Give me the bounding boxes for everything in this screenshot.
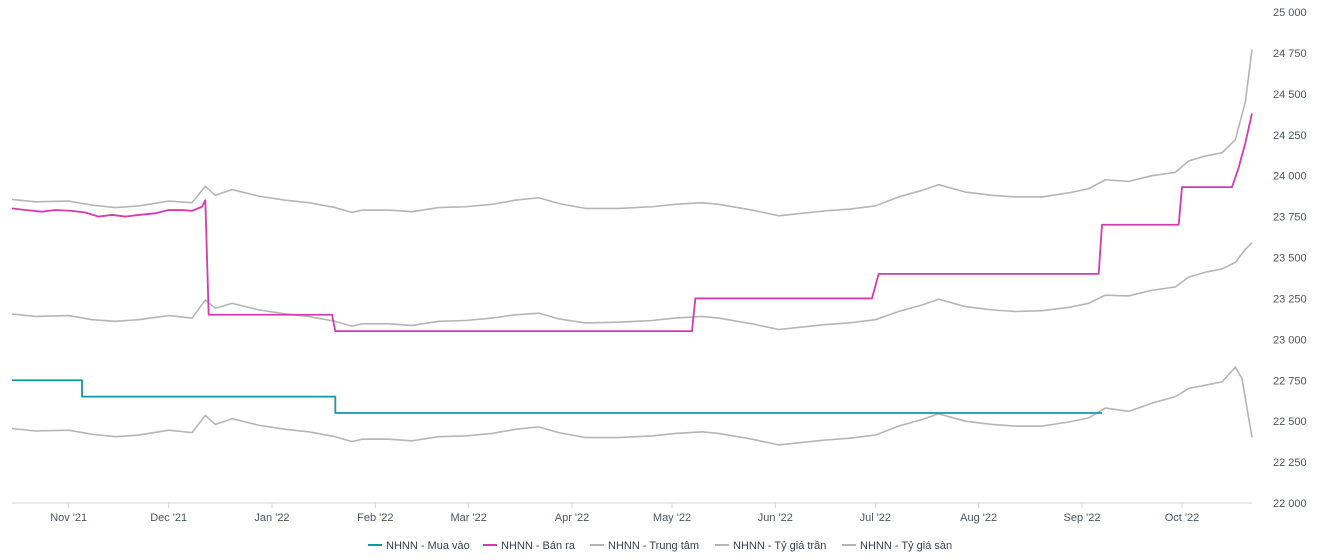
legend-label: NHNN - Mua vào [386,540,470,552]
series-line-2 [11,113,1253,333]
legend-item[interactable]: NHNN - Bán ra [483,540,576,552]
legend: NHNN - Mua vào NHNN - Bán ra NHNN - Trung … [368,540,952,552]
legend-item[interactable]: NHNN - Trung tâm [590,540,699,552]
series-line-1 [12,379,1102,414]
x-tick-label: Feb '22 [357,512,393,524]
y-tick-label: 23 750 [1273,212,1307,224]
axis-layer: 22 000 22 250 22 500 22 750 23 000 23 250 23 5… [12,7,1307,524]
y-tick-label: 22 500 [1273,416,1307,428]
y-tick-label: 23 000 [1273,334,1307,346]
series-layer [11,49,1253,446]
y-tick-label: 23 500 [1273,253,1307,265]
y-tick-label: 23 250 [1273,293,1307,305]
x-tick-label: Nov '21 [50,512,87,524]
x-tick-label: Oct '22 [1165,512,1200,524]
y-tick-label: 24 000 [1273,171,1307,183]
x-tick-label: Aug '22 [960,512,997,524]
y-tick-label: 24 500 [1273,89,1307,101]
x-tick-label: Dec '21 [150,512,187,524]
series-line-4 [11,49,1253,217]
x-tick-label: Apr '22 [555,512,590,524]
legend-label: NHNN - Tỷ giá sàn [860,540,952,552]
x-tick-label: Jan '22 [254,512,289,524]
legend-item[interactable]: NHNN - Tỷ giá sàn [842,540,952,552]
y-tick-label: 24 750 [1273,48,1307,60]
x-tick-label: May '22 [653,512,691,524]
y-tick-label: 22 250 [1273,457,1307,469]
y-tick-label: 24 250 [1273,130,1307,142]
legend-item[interactable]: NHNN - Tỷ giá trần [715,540,826,552]
legend-item[interactable]: NHNN - Mua vào [368,540,470,552]
x-tick-label: Jun '22 [758,512,793,524]
x-tick-label: Mar '22 [450,512,486,524]
x-tick-label: Jul '22 [860,512,891,524]
y-tick-label: 22 000 [1273,498,1307,510]
x-tick-label: Sep '22 [1064,512,1101,524]
legend-label: NHNN - Tỷ giá trần [733,540,826,552]
y-tick-label: 22 750 [1273,375,1307,387]
series-line-5 [11,366,1253,446]
series-line-3 [11,242,1253,331]
y-tick-label: 25 000 [1273,7,1307,19]
legend-label: NHNN - Bán ra [501,540,576,552]
legend-label: NHNN - Trung tâm [608,540,699,552]
